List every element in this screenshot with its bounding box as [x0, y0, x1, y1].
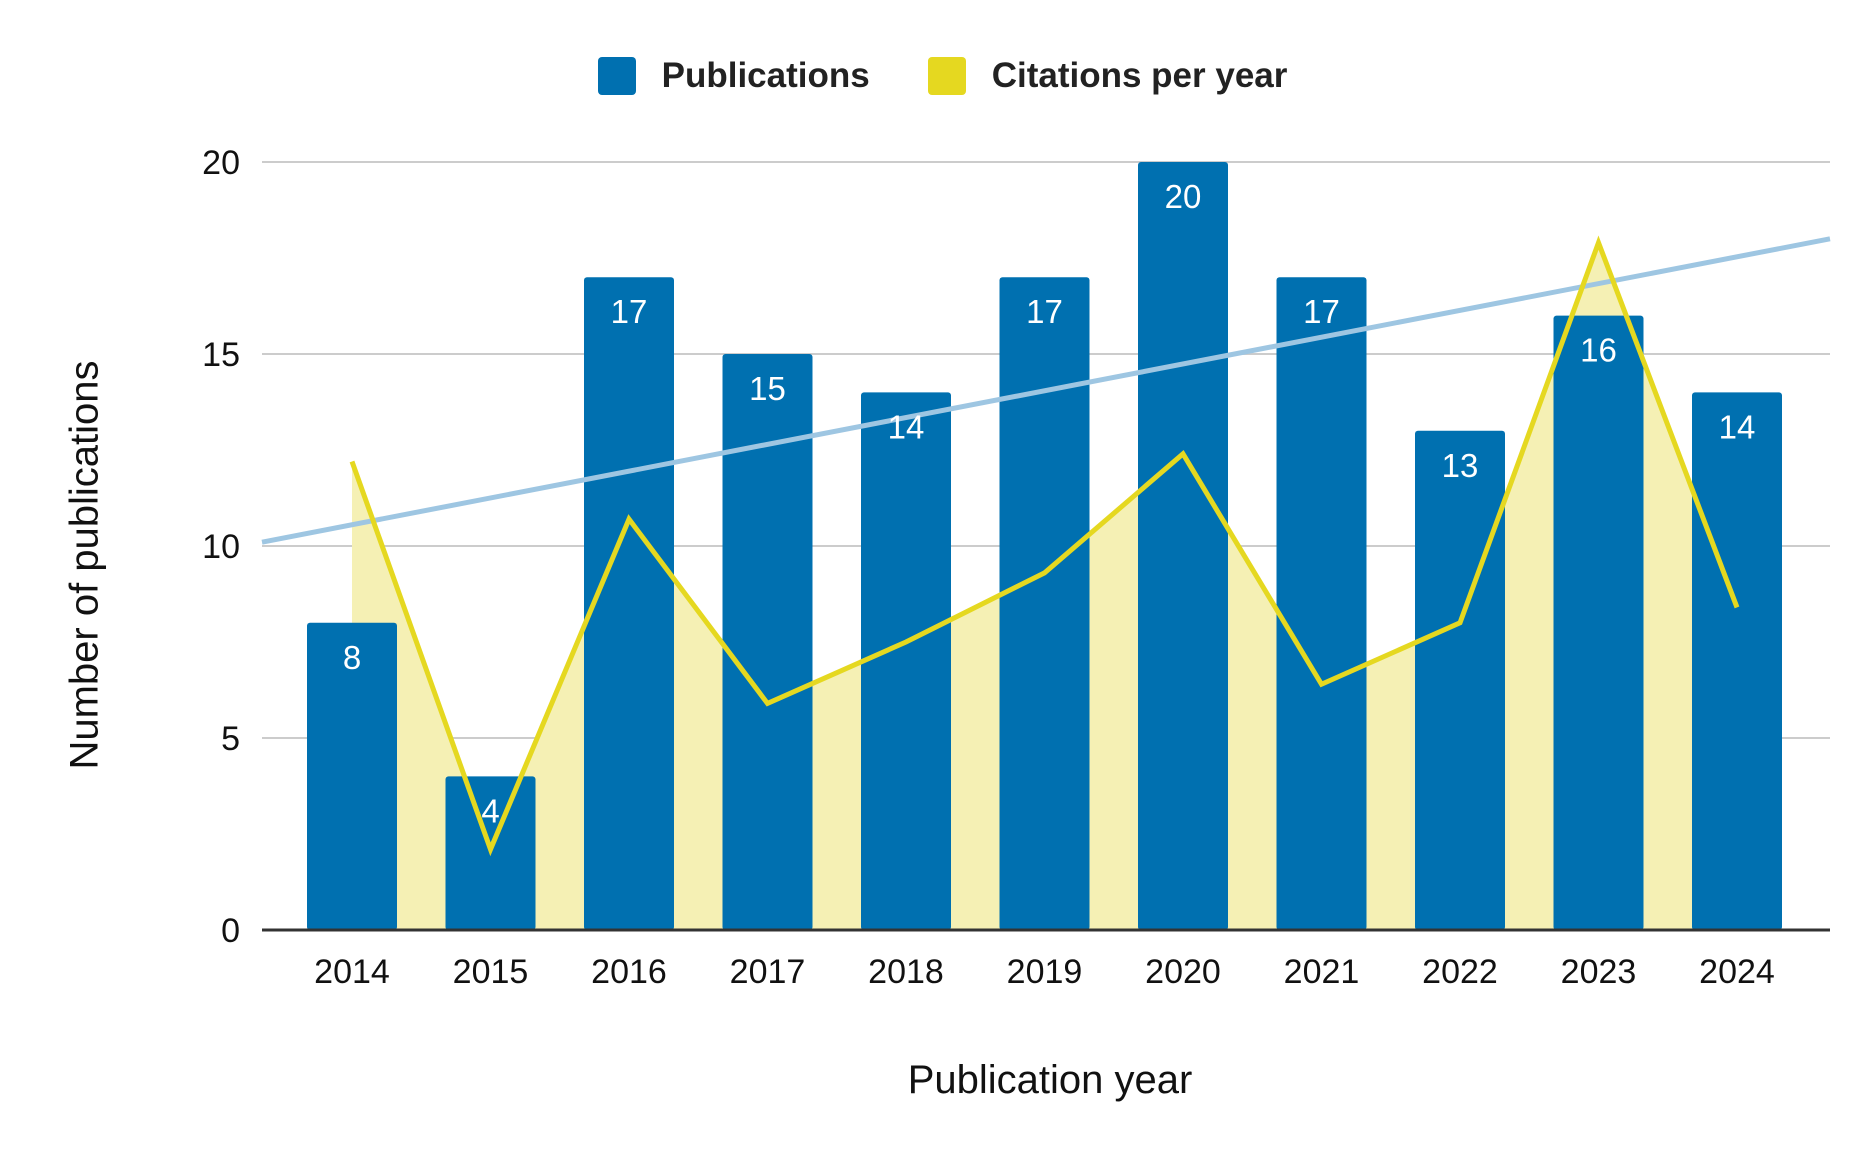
bar-2021 [1276, 277, 1367, 930]
x-tick-label: 2016 [591, 953, 667, 991]
x-tick-label: 2018 [868, 953, 944, 991]
citations-line-path [349, 235, 1740, 857]
x-tick-label: 2022 [1422, 953, 1498, 991]
data-label-2018: 14 [888, 408, 925, 445]
data-label-2022: 13 [1442, 447, 1479, 484]
data-label-2024: 14 [1719, 408, 1756, 445]
data-label-2016: 17 [611, 293, 648, 330]
bar-2016 [584, 277, 674, 930]
x-tick-label: 2020 [1145, 953, 1221, 991]
legend-swatch-citations [927, 57, 966, 95]
bar-2024 [1692, 392, 1782, 930]
x-axis-title: Publication year [907, 1058, 1193, 1102]
legend-label-publications: Publications [661, 56, 870, 95]
x-tick-label: 2021 [1284, 953, 1360, 991]
x-tick-label: 2015 [453, 953, 529, 991]
bar-2022 [1415, 430, 1505, 930]
x-tick-label: 2019 [1007, 953, 1083, 991]
legend-label-citations: Citations per year [991, 56, 1288, 95]
y-tick-label: 0 [221, 912, 240, 950]
data-label-2015: 4 [481, 792, 499, 829]
x-tick-label: 2017 [730, 953, 806, 991]
y-tick-label: 15 [202, 336, 240, 374]
data-labels: 8 4 17 15 14 17 20 17 13 16 14 [343, 178, 1756, 829]
legend-swatch-publications [597, 57, 636, 95]
x-tick-label: 2014 [314, 953, 390, 991]
data-label-2014: 8 [343, 639, 361, 676]
bar-2014 [307, 622, 397, 930]
bars [307, 162, 1782, 931]
data-label-2021: 17 [1303, 293, 1340, 330]
citations-line [349, 235, 1740, 857]
y-tick-label: 20 [202, 144, 240, 182]
y-axis-title: Number of publications [62, 360, 107, 770]
bar-2018 [861, 392, 951, 930]
trend-line [261, 236, 1831, 545]
y-tick-label: 10 [202, 528, 240, 566]
legend-item-citations[interactable]: Citations per year [927, 56, 1288, 96]
bar-2020 [1138, 162, 1228, 930]
x-tick-label: 2023 [1561, 953, 1637, 991]
legend: Publications Citations per year [0, 56, 1875, 96]
data-label-2019: 17 [1026, 293, 1063, 330]
bar-2019 [999, 277, 1090, 930]
data-label-2017: 15 [749, 370, 786, 407]
bar-2023 [1553, 315, 1644, 931]
trendline [261, 236, 1831, 545]
bar-2017 [722, 354, 813, 930]
data-label-2020: 20 [1165, 178, 1202, 215]
legend-item-publications[interactable]: Publications [597, 56, 870, 96]
y-tick-label: 5 [221, 720, 240, 758]
data-label-2023: 16 [1580, 332, 1617, 369]
x-tick-label: 2024 [1699, 953, 1775, 991]
